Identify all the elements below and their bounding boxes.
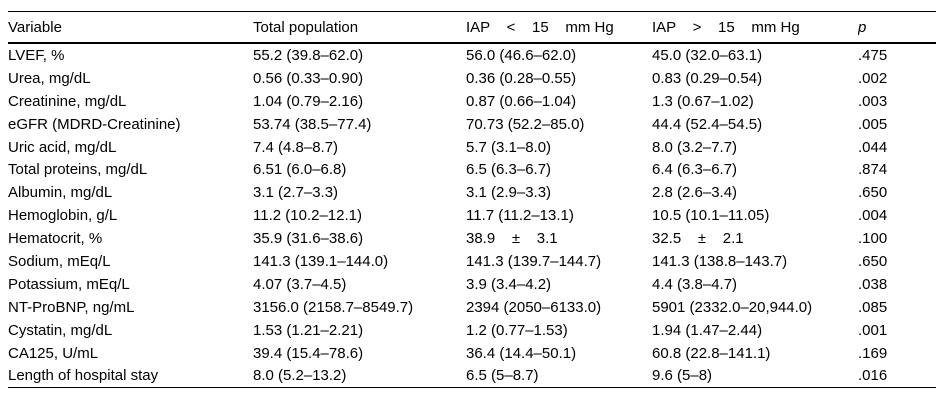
- table-row: LVEF, % 55.2 (39.8–62.0) 56.0 (46.6–62.0) 4…: [8, 43, 936, 67]
- table-row: Length of hospital stay 8.0 (5.2–13.2) 6.5…: [8, 364, 936, 387]
- variable-cell: Potassium, mEq/L: [8, 275, 130, 293]
- variable-cell: Sodium, mEq/L: [8, 252, 111, 270]
- p-value-cell: .874: [858, 161, 888, 179]
- column-header-variable: Variable: [8, 11, 253, 44]
- column-header-p: p: [858, 11, 936, 44]
- value-cell: 2.8 (2.6–3.4): [652, 184, 738, 202]
- value-cell: 8.0 (3.2–7.7): [652, 138, 738, 156]
- value-cell: 1.94 (1.47–2.44): [652, 321, 763, 339]
- value-cell: 60.8 (22.8–141.1): [652, 344, 771, 362]
- value-cell: 141.3 (139.7–144.7): [466, 252, 602, 270]
- variable-cell: Cystatin, mg/dL: [8, 321, 113, 339]
- value-cell: 53.74 (38.5–77.4): [253, 115, 372, 133]
- value-cell: 7.4 (4.8–8.7): [253, 138, 339, 156]
- p-value-cell: .650: [858, 252, 888, 270]
- variable-cell: Hematocrit, %: [8, 230, 103, 248]
- table-row: NT-ProBNP, ng/mL 3156.0 (2158.7–8549.7) 23…: [8, 296, 936, 319]
- value-cell: 0.87 (0.66–1.04): [466, 92, 577, 110]
- value-cell: 141.3 (139.1–144.0): [253, 252, 389, 270]
- value-cell: 6.5 (6.3–6.7): [466, 161, 552, 179]
- value-cell: 5901 (2332.0–20,944.0): [652, 298, 813, 316]
- header-row: Variable Total population IAP < 15 mm Hg IA…: [8, 11, 936, 44]
- value-cell: 45.0 (32.0–63.1): [652, 46, 763, 64]
- value-cell: 35.9 (31.6–38.6): [253, 230, 364, 248]
- value-cell: 5.7 (3.1–8.0): [466, 138, 552, 156]
- value-cell: 0.56 (0.33–0.90): [253, 69, 364, 87]
- variable-cell: LVEF, %: [8, 46, 65, 64]
- variable-cell: Uric acid, mg/dL: [8, 138, 117, 156]
- table-row: Albumin, mg/dL 3.1 (2.7–3.3) 3.1 (2.9–3.3)…: [8, 181, 936, 204]
- p-value-cell: .005: [858, 115, 888, 133]
- value-cell: 1.2 (0.77–1.53): [466, 321, 568, 339]
- value-cell: 2394 (2050–6133.0): [466, 298, 602, 316]
- table-row: Total proteins, mg/dL 6.51 (6.0–6.8) 6.5 (…: [8, 158, 936, 181]
- value-cell: 32.5 ± 2.1: [652, 230, 744, 248]
- value-cell: 0.36 (0.28–0.55): [466, 69, 577, 87]
- p-value-cell: .016: [858, 367, 888, 385]
- value-cell: 3156.0 (2158.7–8549.7): [253, 298, 414, 316]
- table-row: Uric acid, mg/dL 7.4 (4.8–8.7) 5.7 (3.1–8.…: [8, 136, 936, 159]
- p-value-cell: .044: [858, 138, 888, 156]
- value-cell: 0.83 (0.29–0.54): [652, 69, 763, 87]
- p-value-cell: .003: [858, 92, 888, 110]
- table-row: Hematocrit, % 35.9 (31.6–38.6) 38.9 ± 3.1 3…: [8, 227, 936, 250]
- value-cell: 1.53 (1.21–2.21): [253, 321, 364, 339]
- table-row: Sodium, mEq/L 141.3 (139.1–144.0) 141.3 (1…: [8, 250, 936, 273]
- table-row: Urea, mg/dL 0.56 (0.33–0.90) 0.36 (0.28–0.…: [8, 67, 936, 90]
- variable-cell: Creatinine, mg/dL: [8, 92, 127, 110]
- value-cell: 9.6 (5–8): [652, 367, 713, 385]
- variable-cell: Length of hospital stay: [8, 367, 159, 385]
- column-header-total: Total population: [253, 11, 466, 44]
- value-cell: 141.3 (138.8–143.7): [652, 252, 788, 270]
- value-cell: 3.9 (3.4–4.2): [466, 275, 552, 293]
- p-value-cell: .475: [858, 46, 888, 64]
- table-row: eGFR (MDRD-Creatinine) 53.74 (38.5–77.4) 7…: [8, 113, 936, 136]
- value-cell: 3.1 (2.7–3.3): [253, 184, 339, 202]
- value-cell: 11.2 (10.2–12.1): [253, 207, 362, 225]
- value-cell: 3.1 (2.9–3.3): [466, 184, 552, 202]
- variable-cell: Albumin, mg/dL: [8, 184, 113, 202]
- p-value-cell: .001: [858, 321, 888, 339]
- variable-cell: eGFR (MDRD-Creatinine): [8, 115, 181, 133]
- value-cell: 39.4 (15.4–78.6): [253, 344, 364, 362]
- value-cell: 36.4 (14.4–50.1): [466, 344, 577, 362]
- column-header-iap: IAP > 15 mm Hg: [652, 11, 858, 44]
- variable-cell: NT-ProBNP, ng/mL: [8, 298, 135, 316]
- value-cell: 38.9 ± 3.1: [466, 230, 558, 248]
- p-value-cell: .004: [858, 207, 888, 225]
- value-cell: 55.2 (39.8–62.0): [253, 46, 364, 64]
- column-header-iap: IAP < 15 mm Hg: [466, 11, 652, 44]
- p-value-cell: .002: [858, 69, 888, 87]
- results-table: Variable Total population IAP < 15 mm Hg IA…: [8, 11, 936, 389]
- value-cell: 8.0 (5.2–13.2): [253, 367, 347, 385]
- value-cell: 6.5 (5–8.7): [466, 367, 539, 385]
- value-cell: 6.4 (6.3–6.7): [652, 161, 738, 179]
- variable-cell: Urea, mg/dL: [8, 69, 91, 87]
- value-cell: 4.07 (3.7–4.5): [253, 275, 347, 293]
- p-value-cell: .085: [858, 298, 888, 316]
- variable-cell: CA125, U/mL: [8, 344, 99, 362]
- p-value-cell: .650: [858, 184, 888, 202]
- value-cell: 44.4 (52.4–54.5): [652, 115, 763, 133]
- variable-cell: Hemoglobin, g/L: [8, 207, 118, 225]
- table-body: LVEF, % 55.2 (39.8–62.0) 56.0 (46.6–62.0) 4…: [8, 43, 936, 388]
- p-value-cell: .100: [858, 230, 888, 248]
- variable-cell: Total proteins, mg/dL: [8, 161, 148, 179]
- value-cell: 1.3 (0.67–1.02): [652, 92, 754, 110]
- value-cell: 11.7 (11.2–13.1): [466, 207, 574, 225]
- table-row: Potassium, mEq/L 4.07 (3.7–4.5) 3.9 (3.4–4…: [8, 273, 936, 296]
- p-value-cell: .038: [858, 275, 888, 293]
- value-cell: 56.0 (46.6–62.0): [466, 46, 577, 64]
- table-row: CA125, U/mL 39.4 (15.4–78.6) 36.4 (14.4–50…: [8, 342, 936, 365]
- p-value-cell: .169: [858, 344, 888, 362]
- value-cell: 6.51 (6.0–6.8): [253, 161, 347, 179]
- value-cell: 4.4 (3.8–4.7): [652, 275, 738, 293]
- value-cell: 70.73 (52.2–85.0): [466, 115, 585, 133]
- table-row: Hemoglobin, g/L 11.2 (10.2–12.1) 11.7 (11.…: [8, 204, 936, 227]
- table-row: Cystatin, mg/dL 1.53 (1.21–2.21) 1.2 (0.77…: [8, 319, 936, 342]
- table-row: Creatinine, mg/dL 1.04 (0.79–2.16) 0.87 (0…: [8, 90, 936, 113]
- value-cell: 10.5 (10.1–11.05): [652, 207, 770, 225]
- value-cell: 1.04 (0.79–2.16): [253, 92, 364, 110]
